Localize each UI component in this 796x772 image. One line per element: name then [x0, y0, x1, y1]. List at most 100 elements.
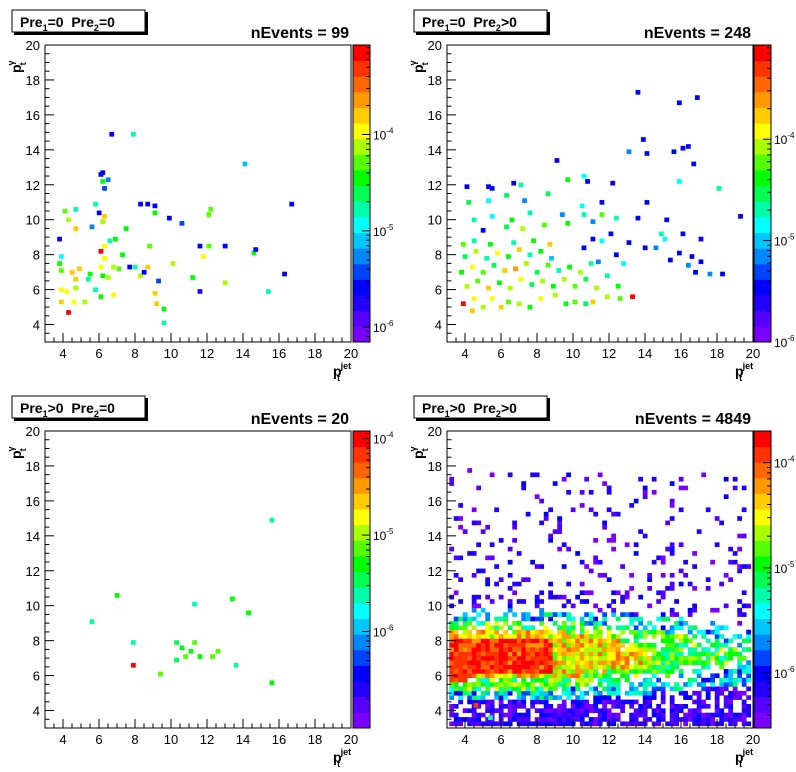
- x-tick-label: 20: [344, 732, 358, 747]
- heatmap-bin: [453, 638, 459, 644]
- y-tick-label: 8: [33, 634, 40, 649]
- heatmap-bin: [521, 642, 527, 648]
- heatmap-bin: [156, 278, 161, 284]
- colorbar-segment: [353, 524, 370, 541]
- heatmap-bin: [530, 472, 536, 478]
- heatmap-bin: [498, 660, 504, 665]
- x-tick-label: 18: [308, 732, 322, 747]
- heatmap-bin: [674, 642, 680, 648]
- y-tick-label: 12: [428, 178, 442, 193]
- heatmap-bin: [588, 651, 594, 657]
- x-tick-label: 4: [461, 732, 468, 747]
- heatmap-bin: [485, 690, 491, 696]
- x-tick-label: 6: [497, 732, 504, 747]
- heatmap-bin: [723, 686, 729, 692]
- y-tick-label: 10: [26, 213, 40, 228]
- heatmap-bin: [557, 638, 563, 644]
- colorbar-segment: [754, 138, 771, 155]
- heatmap-bin: [516, 247, 522, 252]
- heatmap-bin: [566, 612, 572, 617]
- heatmap-bin: [638, 664, 644, 670]
- y-tick-label: 20: [26, 424, 40, 439]
- heatmap-bin: [512, 629, 518, 635]
- heatmap-bin: [584, 638, 590, 644]
- x-tick-label: 10: [566, 346, 580, 361]
- heatmap-bin: [660, 660, 666, 665]
- heatmap-bin: [676, 100, 682, 106]
- heatmap-bin: [635, 215, 641, 221]
- heatmap-bin: [507, 686, 513, 692]
- heatmap-bin: [606, 690, 612, 696]
- heatmap-bin: [689, 254, 695, 259]
- heatmap-bin: [467, 669, 473, 674]
- colorbar-tick-label: 10-6: [373, 624, 394, 640]
- heatmap-bin: [222, 280, 228, 286]
- colorbar-segment: [353, 154, 370, 171]
- heatmap-bin: [741, 612, 747, 617]
- heatmap-bin: [561, 655, 567, 661]
- heatmap-bin: [606, 699, 612, 705]
- heatmap-bin: [701, 677, 707, 683]
- heatmap-bin: [588, 669, 594, 674]
- heatmap-bin: [557, 695, 563, 700]
- heatmap-bin: [58, 299, 64, 305]
- heatmap-bin: [561, 690, 567, 696]
- heatmap-bin: [197, 289, 203, 294]
- heatmap-bin: [593, 638, 599, 644]
- heatmap-bin: [626, 240, 632, 245]
- heatmap-bin: [476, 638, 482, 644]
- heatmap-bin: [132, 264, 138, 270]
- heatmap-bin: [696, 629, 702, 635]
- heatmap-bin: [701, 664, 707, 670]
- heatmap-bin: [660, 686, 666, 692]
- heatmap-bin: [494, 620, 500, 626]
- heatmap-bin: [485, 577, 491, 582]
- heatmap-bin: [597, 660, 603, 665]
- heatmap-bin: [534, 695, 540, 700]
- heatmap-bin: [471, 238, 477, 244]
- heatmap-bin: [611, 712, 617, 718]
- heatmap-bin: [611, 651, 617, 657]
- heatmap-bin: [615, 712, 621, 718]
- heatmap-bin: [471, 717, 477, 722]
- heatmap-bin: [498, 695, 504, 700]
- heatmap-bin: [548, 616, 554, 622]
- heatmap-bin: [575, 703, 581, 709]
- heatmap-bin: [665, 721, 671, 727]
- heatmap-bin: [554, 158, 560, 163]
- colorbar-segment: [353, 60, 370, 77]
- heatmap-bin: [516, 651, 522, 657]
- heatmap-bin: [69, 269, 75, 275]
- heatmap-bin: [746, 669, 752, 674]
- heatmap-bin: [665, 638, 671, 644]
- heatmap-bin: [458, 524, 464, 530]
- heatmap-bin: [512, 655, 518, 661]
- heatmap-bin: [692, 699, 698, 705]
- heatmap-bin: [566, 682, 572, 687]
- heatmap-bin: [485, 699, 491, 705]
- heatmap-bin: [642, 651, 648, 657]
- x-tick-label: 16: [674, 346, 688, 361]
- heatmap-bin: [741, 690, 747, 696]
- heatmap-bin: [471, 651, 477, 657]
- heatmap-bin: [597, 712, 603, 718]
- heatmap-bin: [453, 634, 459, 639]
- heatmap-bin: [615, 703, 621, 709]
- heatmap-bin: [629, 651, 635, 657]
- heatmap-bin: [480, 304, 486, 310]
- heatmap-bin: [674, 612, 680, 617]
- heatmap-bin: [557, 669, 563, 674]
- heatmap-bin: [534, 642, 540, 648]
- heatmap-bin: [449, 669, 455, 674]
- heatmap-bin: [660, 594, 666, 600]
- heatmap-bin: [557, 712, 563, 718]
- heatmap-bin: [530, 686, 536, 692]
- heatmap-bin: [597, 629, 603, 635]
- heatmap-bin: [521, 655, 527, 661]
- heatmap-bin: [552, 594, 558, 600]
- heatmap-bin: [525, 647, 531, 652]
- heatmap-bin: [683, 721, 689, 727]
- heatmap-bin: [466, 200, 472, 205]
- heatmap-bin: [530, 699, 536, 705]
- heatmap-bin: [685, 262, 691, 268]
